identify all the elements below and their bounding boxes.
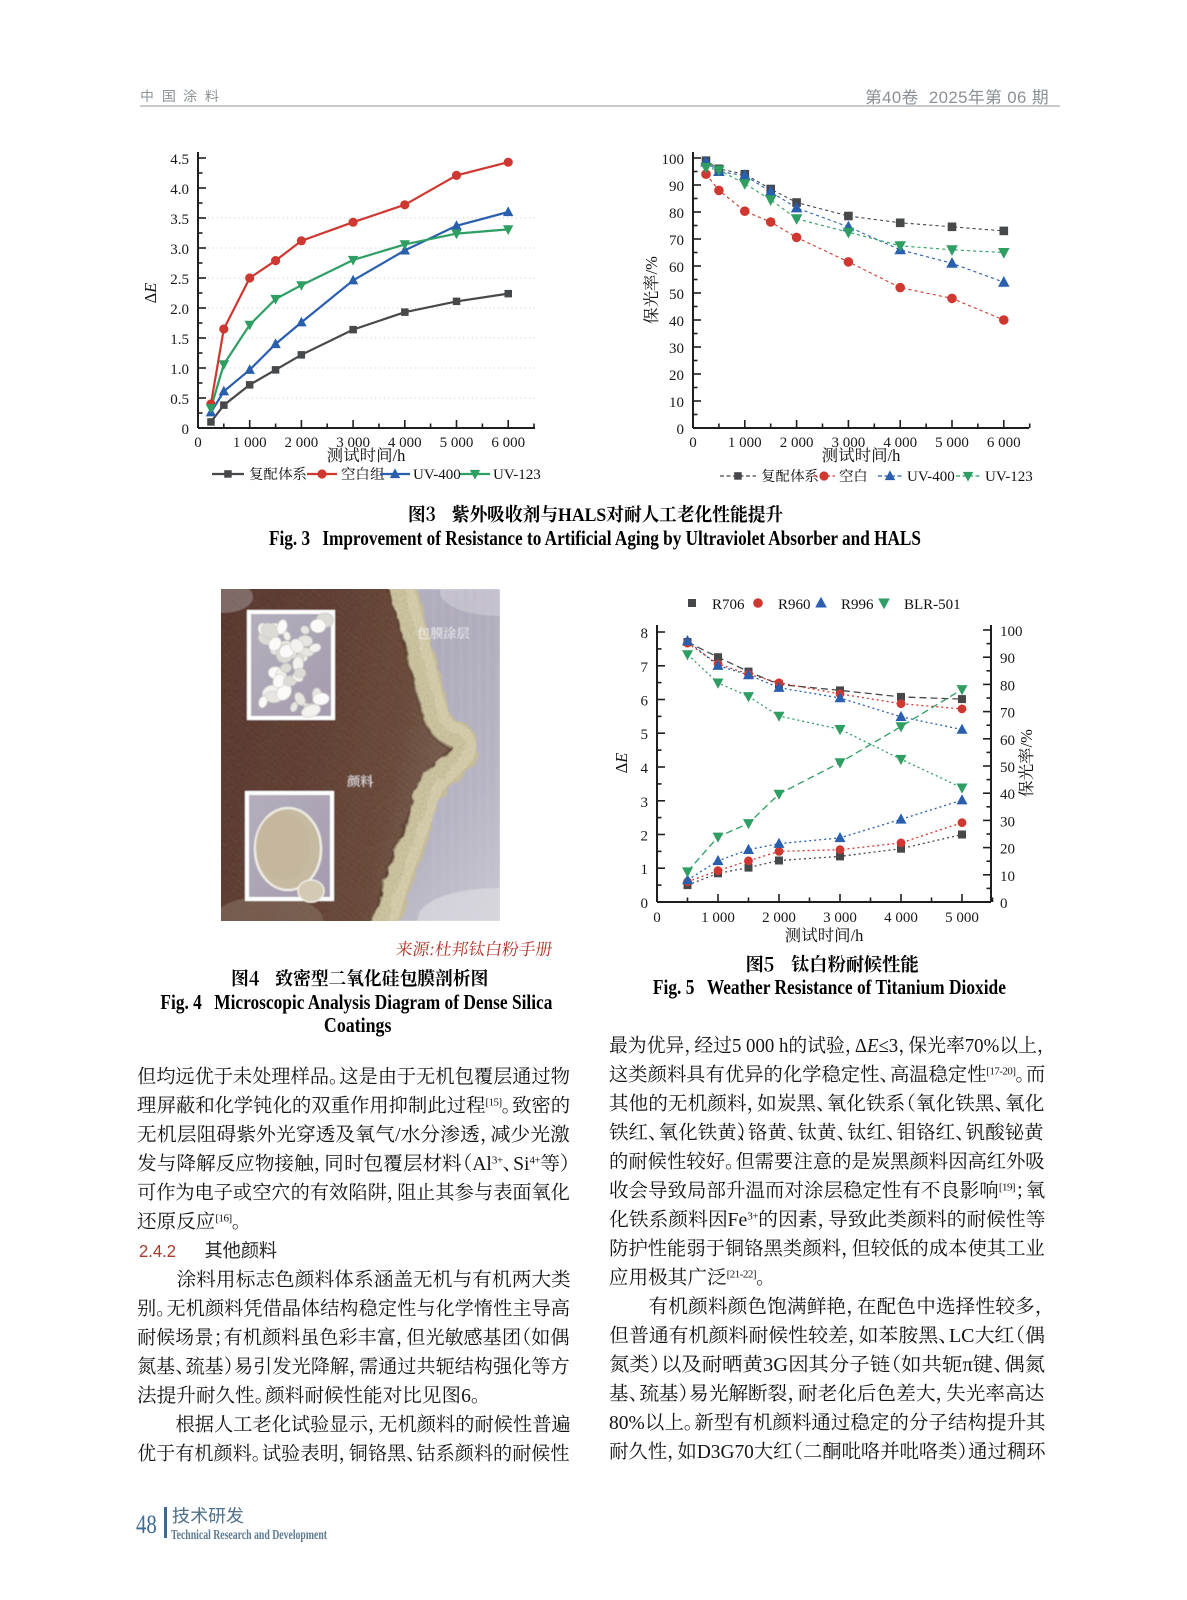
- svg-text:3.0: 3.0: [170, 242, 189, 258]
- svg-text:50: 50: [669, 287, 684, 303]
- svg-text:ΔE: ΔE: [141, 283, 160, 304]
- svg-text:1 000: 1 000: [233, 435, 267, 451]
- svg-text:70: 70: [1000, 706, 1015, 722]
- svg-text:2 000: 2 000: [285, 435, 319, 451]
- svg-text:7: 7: [641, 660, 649, 676]
- svg-text:30: 30: [669, 341, 684, 357]
- svg-text:90: 90: [1000, 651, 1015, 667]
- svg-text:60: 60: [669, 260, 684, 276]
- svg-text:保光率/%: 保光率/%: [642, 256, 661, 324]
- svg-text:0.5: 0.5: [170, 392, 189, 408]
- svg-text:4 000: 4 000: [883, 435, 917, 451]
- svg-text:颜料: 颜料: [347, 774, 373, 789]
- svg-text:100: 100: [1000, 624, 1023, 640]
- svg-text:0: 0: [194, 435, 202, 451]
- svg-text:复配体系: 复配体系: [249, 466, 307, 483]
- svg-text:3 000: 3 000: [336, 435, 370, 451]
- svg-text:0: 0: [689, 435, 697, 451]
- svg-text:10: 10: [669, 395, 684, 411]
- svg-text:测试时间/h: 测试时间/h: [822, 446, 902, 465]
- svg-text:1: 1: [641, 862, 649, 878]
- svg-text:70: 70: [669, 233, 684, 249]
- svg-text:UV-123: UV-123: [985, 469, 1033, 485]
- svg-text:6 000: 6 000: [491, 435, 525, 451]
- svg-text:0: 0: [182, 422, 190, 438]
- svg-text:R706: R706: [712, 597, 745, 613]
- svg-text:复配体系: 复配体系: [761, 468, 819, 485]
- svg-text:80: 80: [1000, 678, 1015, 694]
- svg-text:30: 30: [1000, 814, 1015, 830]
- svg-text:4.0: 4.0: [170, 182, 189, 198]
- svg-text:80: 80: [669, 206, 684, 222]
- svg-text:4: 4: [641, 761, 649, 777]
- svg-text:UV-123: UV-123: [493, 467, 541, 483]
- svg-text:50: 50: [1000, 760, 1015, 776]
- svg-text:20: 20: [669, 368, 684, 384]
- svg-text:0: 0: [653, 910, 661, 926]
- svg-text:R996: R996: [841, 597, 874, 613]
- svg-text:UV-400: UV-400: [413, 467, 461, 483]
- svg-text:保光率/%: 保光率/%: [1017, 729, 1036, 797]
- svg-text:5 000: 5 000: [935, 435, 969, 451]
- svg-text:5 000: 5 000: [945, 910, 979, 926]
- svg-text:1.5: 1.5: [170, 332, 189, 348]
- svg-text:空白组: 空白组: [341, 466, 385, 483]
- svg-text:3 000: 3 000: [832, 435, 866, 451]
- svg-text:4.5: 4.5: [170, 152, 189, 168]
- svg-text:3.5: 3.5: [170, 212, 189, 228]
- svg-text:1.0: 1.0: [170, 362, 189, 378]
- svg-text:40: 40: [669, 314, 684, 330]
- svg-text:1 000: 1 000: [728, 435, 762, 451]
- svg-text:60: 60: [1000, 733, 1015, 749]
- svg-text:3: 3: [641, 795, 649, 811]
- svg-text:6: 6: [641, 694, 649, 710]
- svg-text:包膜涂层: 包膜涂层: [417, 626, 470, 641]
- svg-text:2.5: 2.5: [170, 272, 189, 288]
- svg-text:BLR-501: BLR-501: [904, 597, 961, 613]
- svg-text:4 000: 4 000: [388, 435, 422, 451]
- svg-text:ΔE: ΔE: [612, 753, 631, 774]
- svg-text:90: 90: [669, 179, 684, 195]
- svg-text:测试时间/h: 测试时间/h: [327, 446, 407, 465]
- svg-text:UV-400: UV-400: [907, 469, 955, 485]
- svg-text:100: 100: [662, 152, 685, 168]
- svg-text:2: 2: [641, 829, 649, 845]
- svg-text:10: 10: [1000, 869, 1015, 885]
- svg-text:R960: R960: [778, 597, 811, 613]
- svg-text:2 000: 2 000: [762, 910, 796, 926]
- svg-text:8: 8: [641, 626, 649, 642]
- svg-text:测试时间/h: 测试时间/h: [785, 926, 865, 945]
- svg-text:5 000: 5 000: [440, 435, 474, 451]
- svg-text:20: 20: [1000, 842, 1015, 858]
- svg-text:0: 0: [1000, 896, 1008, 912]
- svg-text:3 000: 3 000: [823, 910, 857, 926]
- svg-text:4 000: 4 000: [884, 910, 918, 926]
- svg-text:0: 0: [641, 896, 649, 912]
- svg-text:1 000: 1 000: [701, 910, 735, 926]
- svg-text:5: 5: [641, 727, 649, 743]
- svg-text:2.0: 2.0: [170, 302, 189, 318]
- svg-text:6 000: 6 000: [987, 435, 1021, 451]
- svg-text:40: 40: [1000, 787, 1015, 803]
- svg-text:2 000: 2 000: [780, 435, 814, 451]
- svg-text:0: 0: [677, 422, 685, 438]
- svg-text:空白: 空白: [839, 468, 868, 485]
